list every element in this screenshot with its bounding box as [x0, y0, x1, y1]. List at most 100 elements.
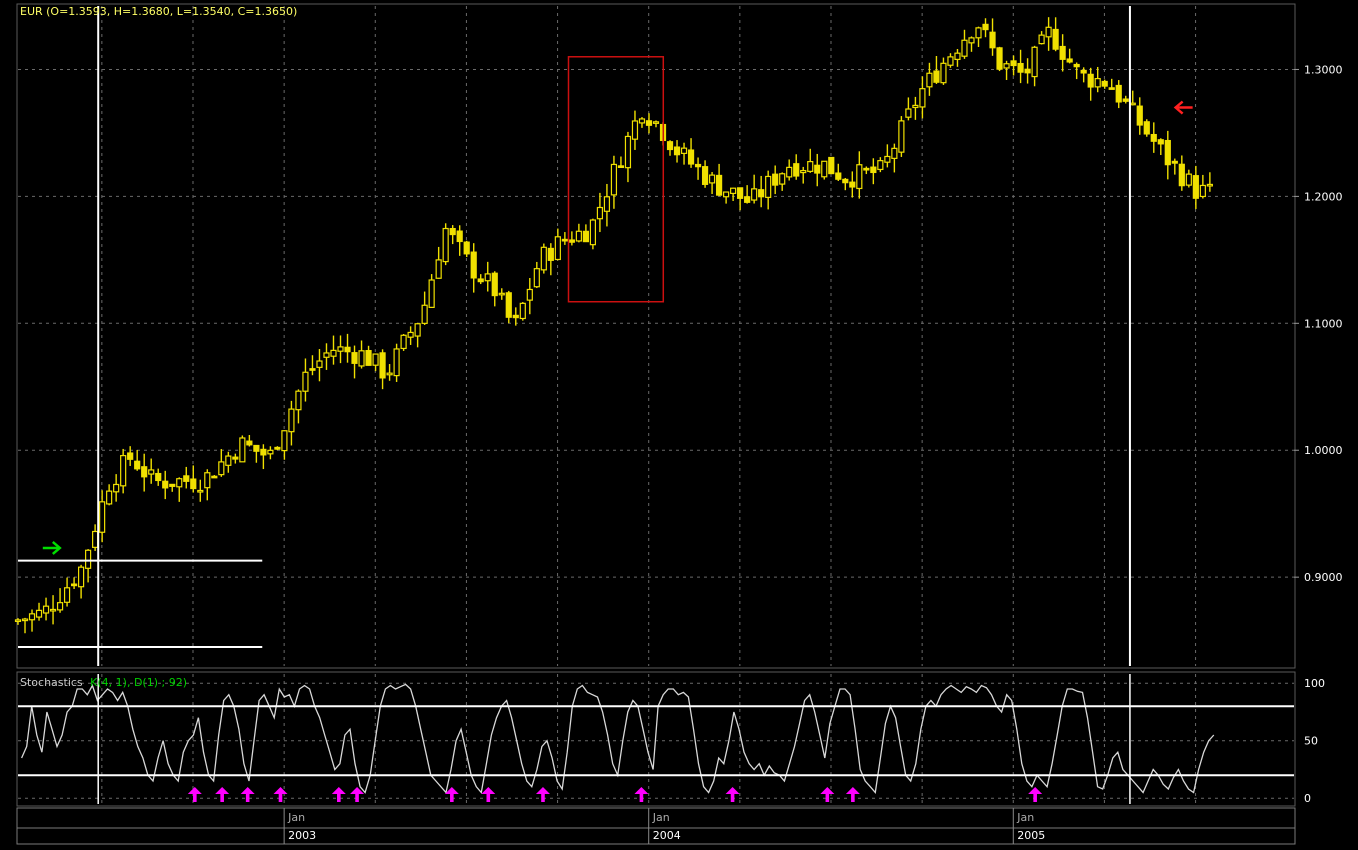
- candle-up: [225, 455, 232, 466]
- candle-up: [56, 602, 64, 611]
- candle-up: [106, 490, 113, 505]
- candle-up: [337, 346, 344, 352]
- candle-down: [70, 583, 78, 587]
- candle-up: [723, 191, 730, 198]
- candle-down: [1073, 63, 1080, 68]
- candle-up: [218, 461, 225, 476]
- up-arrow-marker-stem: [541, 793, 545, 802]
- candle-down: [568, 239, 575, 243]
- candle-down: [1024, 68, 1031, 74]
- price-tick-label: 0.9000: [1304, 571, 1343, 584]
- up-arrow-marker-head: [240, 787, 255, 794]
- candle-up: [1094, 77, 1101, 88]
- time-tick-year: 2005: [1017, 829, 1045, 842]
- up-arrow-marker-head: [444, 787, 459, 794]
- up-arrow-marker-stem: [278, 793, 283, 802]
- candle-up: [877, 160, 884, 171]
- stochastics-params: K(4, 1), D(1) ; 92): [90, 676, 187, 689]
- stoch-tick-label: 0: [1304, 792, 1311, 805]
- candle-up: [751, 188, 758, 201]
- candle-up: [975, 27, 982, 39]
- candle-down: [211, 475, 218, 479]
- candle-down: [1017, 62, 1024, 73]
- candle-up: [267, 449, 274, 455]
- candle-up: [968, 37, 975, 44]
- candle-down: [169, 483, 176, 487]
- candle-down: [253, 444, 260, 452]
- candle-up: [281, 430, 288, 452]
- up-arrow-marker-head: [845, 787, 860, 794]
- candle-down: [870, 166, 877, 174]
- candle-up: [99, 501, 106, 533]
- up-arrow-marker-head: [634, 787, 649, 794]
- candle-down: [1122, 98, 1129, 102]
- candle-up: [435, 259, 442, 279]
- candle-down: [141, 466, 148, 478]
- candle-down: [232, 456, 239, 460]
- candle-down: [933, 70, 940, 83]
- up-arrow-marker-head: [350, 787, 365, 794]
- candle-up: [393, 348, 400, 377]
- candle-down: [505, 292, 512, 318]
- candle-down: [1157, 139, 1164, 145]
- candle-down: [582, 230, 589, 243]
- candle-up: [765, 175, 772, 198]
- candle-down: [772, 173, 779, 186]
- candle-up: [316, 360, 323, 368]
- candle-down: [547, 247, 554, 261]
- candle-up: [372, 353, 379, 366]
- candle-up: [919, 88, 926, 108]
- candle-down: [134, 460, 141, 470]
- candle-up: [954, 52, 961, 61]
- candle-down: [1059, 45, 1066, 60]
- candle-up: [21, 618, 29, 622]
- candle-up: [533, 268, 540, 288]
- candle-up: [63, 587, 71, 603]
- candle-up: [638, 118, 646, 124]
- candle-down: [1164, 139, 1171, 166]
- candle-down: [863, 167, 870, 171]
- candle-up: [610, 163, 618, 196]
- candle-up: [856, 164, 863, 190]
- candle-down: [1143, 121, 1150, 135]
- candle-up: [442, 227, 449, 263]
- stochastics-line: [21, 683, 1215, 795]
- candle-up: [197, 489, 204, 493]
- candle-down: [835, 172, 842, 180]
- time-tick-year: 2003: [288, 829, 316, 842]
- candle-down: [758, 189, 765, 198]
- up-arrow-marker-head: [725, 787, 740, 794]
- up-arrow-marker-stem: [450, 793, 454, 802]
- time-tick-label: Jan: [287, 811, 305, 824]
- candle-up: [49, 608, 57, 612]
- stoch-tick-label: 100: [1304, 677, 1325, 690]
- candle-up: [113, 483, 120, 493]
- candle-down: [673, 146, 681, 156]
- candle-up: [330, 349, 337, 357]
- candle-down: [190, 478, 197, 490]
- candle-up: [414, 323, 421, 337]
- candle-down: [449, 227, 456, 236]
- candle-up: [652, 121, 660, 124]
- candle-down: [982, 23, 989, 31]
- candle-up: [961, 39, 968, 57]
- time-tick-year: 2004: [653, 829, 681, 842]
- candle-down: [1010, 60, 1017, 67]
- candle-up: [554, 236, 561, 261]
- candle-down: [127, 452, 134, 460]
- candle-up: [680, 147, 688, 154]
- candle-up: [42, 605, 50, 614]
- up-arrow-marker-head: [331, 787, 346, 794]
- candle-up: [940, 62, 947, 84]
- candle-down: [989, 31, 996, 49]
- candle-down: [1178, 163, 1185, 187]
- axis-ticks: 1.3000 1.2000 1.1000 1.0000 0.9000 100 50 0 Jan 2…: [283, 63, 1343, 844]
- candle-down: [351, 352, 358, 364]
- up-arrow-marker-head: [820, 787, 835, 794]
- candle-down: [744, 196, 751, 203]
- candle-up: [708, 174, 716, 184]
- candle-up: [120, 455, 127, 487]
- up-arrow-marker-stem: [486, 793, 491, 802]
- candle-down: [344, 346, 351, 353]
- candle-down: [1171, 160, 1178, 164]
